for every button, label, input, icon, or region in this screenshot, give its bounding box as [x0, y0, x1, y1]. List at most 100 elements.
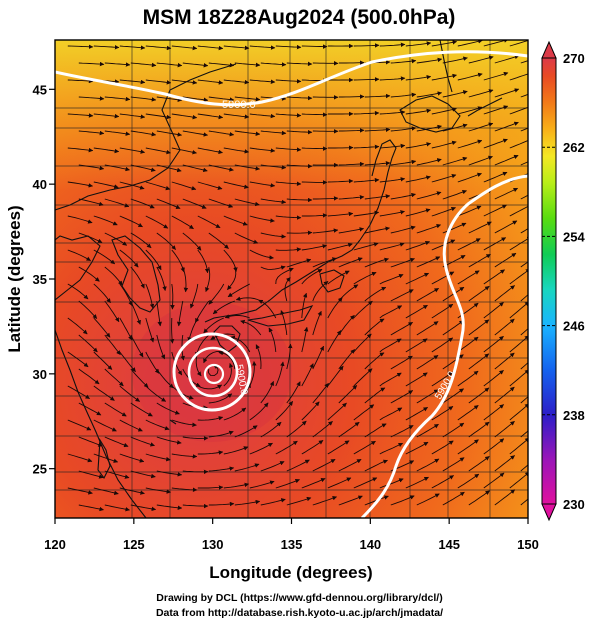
streamline: [130, 504, 157, 512]
streamline: [130, 164, 156, 172]
streamline: [249, 79, 276, 85]
streamline: [483, 438, 505, 455]
streamline: [468, 387, 490, 404]
streamline: [197, 45, 224, 51]
streamline: [275, 401, 294, 421]
streamline: [301, 440, 324, 455]
streamline: [431, 440, 454, 455]
streamline: [249, 361, 257, 387]
streamline: [483, 335, 504, 353]
streamline: [182, 62, 209, 68]
streamline: [197, 147, 223, 155]
streamline: [301, 112, 328, 117]
streamline: [338, 195, 365, 200]
streamline: [379, 407, 403, 421]
streamline: [104, 470, 130, 479]
streamline: [509, 268, 528, 285]
streamline: [520, 228, 528, 234]
streamline: [119, 147, 146, 154]
streamline: [249, 45, 276, 50]
streamline: [197, 384, 223, 390]
streamline: [442, 388, 464, 404]
streamline: [431, 337, 454, 353]
streamline: [494, 455, 515, 472]
streamline: [483, 237, 507, 251]
streamline: [416, 224, 442, 234]
streamline: [78, 266, 100, 282]
streamline: [93, 181, 119, 189]
streamline: [156, 266, 167, 292]
streamline: [405, 240, 430, 251]
streamline: [130, 470, 156, 479]
streamline: [260, 198, 287, 205]
streamline: [67, 44, 94, 50]
streamline: [249, 113, 276, 119]
streamline: [416, 91, 443, 98]
streamline: [67, 181, 94, 188]
x-tick-label: 120: [44, 537, 66, 552]
streamline: [176, 300, 184, 327]
streamline: [208, 232, 229, 249]
streamline: [468, 253, 491, 268]
streamline: [208, 130, 235, 137]
streamline: [208, 62, 235, 68]
colorbar-gradient: [541, 57, 557, 505]
streamline: [208, 430, 234, 438]
streamline: [145, 79, 172, 85]
streamline: [208, 501, 235, 507]
streamline: [509, 403, 528, 421]
streamline: [509, 106, 528, 115]
streamline: [442, 189, 467, 200]
streamline: [468, 456, 490, 472]
streamline: [275, 44, 302, 50]
colorbar-tick-label: 270: [563, 51, 585, 66]
streamline: [457, 205, 482, 217]
streamline: [182, 130, 209, 137]
streamline: [67, 147, 94, 153]
streamline: [145, 113, 172, 120]
streamline: [235, 296, 261, 302]
streamline: [431, 406, 454, 421]
streamline: [312, 459, 336, 472]
streamline: [431, 73, 457, 81]
streamline: [234, 463, 260, 472]
streamline: [156, 96, 183, 102]
streamline: [416, 57, 443, 64]
streamline: [286, 258, 312, 268]
streamline: [390, 92, 417, 98]
streamline: [78, 198, 104, 207]
streamline: [170, 283, 175, 310]
contour-typhoon-eye: [203, 363, 225, 385]
streamline: [145, 419, 170, 431]
contour-north: [55, 50, 528, 107]
streamline: [327, 365, 344, 387]
streamline: [223, 113, 250, 119]
streamline: [338, 459, 362, 472]
streamline: [431, 107, 457, 115]
streamline: [119, 283, 133, 307]
streamline: [197, 181, 223, 190]
x-tick-label: 140: [359, 537, 381, 552]
streamline: [483, 269, 505, 285]
streamline: [104, 62, 131, 67]
streamline: [255, 344, 262, 370]
streamline: [312, 228, 339, 234]
streamline: [416, 191, 442, 200]
streamline: [197, 79, 224, 85]
streamline: [208, 466, 235, 472]
streamline: [145, 181, 171, 191]
streamline: [93, 249, 116, 265]
streamline: [67, 385, 90, 399]
streamline: [431, 303, 454, 319]
streamline: [431, 174, 457, 183]
streamline: [379, 76, 406, 81]
streamline: [327, 330, 342, 353]
streamline: [338, 495, 363, 506]
streamline: [416, 158, 442, 166]
streamline: [208, 198, 234, 208]
streamline: [312, 496, 338, 506]
streamline: [312, 281, 329, 302]
streamline: [130, 62, 157, 68]
streamline: [286, 163, 313, 169]
streamline: [353, 43, 380, 48]
